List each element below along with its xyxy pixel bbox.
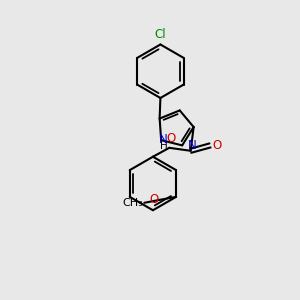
Text: Cl: Cl (154, 28, 166, 41)
Text: O: O (166, 132, 175, 145)
Text: O: O (212, 139, 222, 152)
Text: N: N (159, 133, 167, 146)
Text: N: N (188, 139, 196, 152)
Text: O: O (149, 193, 158, 206)
Text: H: H (160, 141, 167, 151)
Text: CH₃: CH₃ (122, 198, 143, 208)
